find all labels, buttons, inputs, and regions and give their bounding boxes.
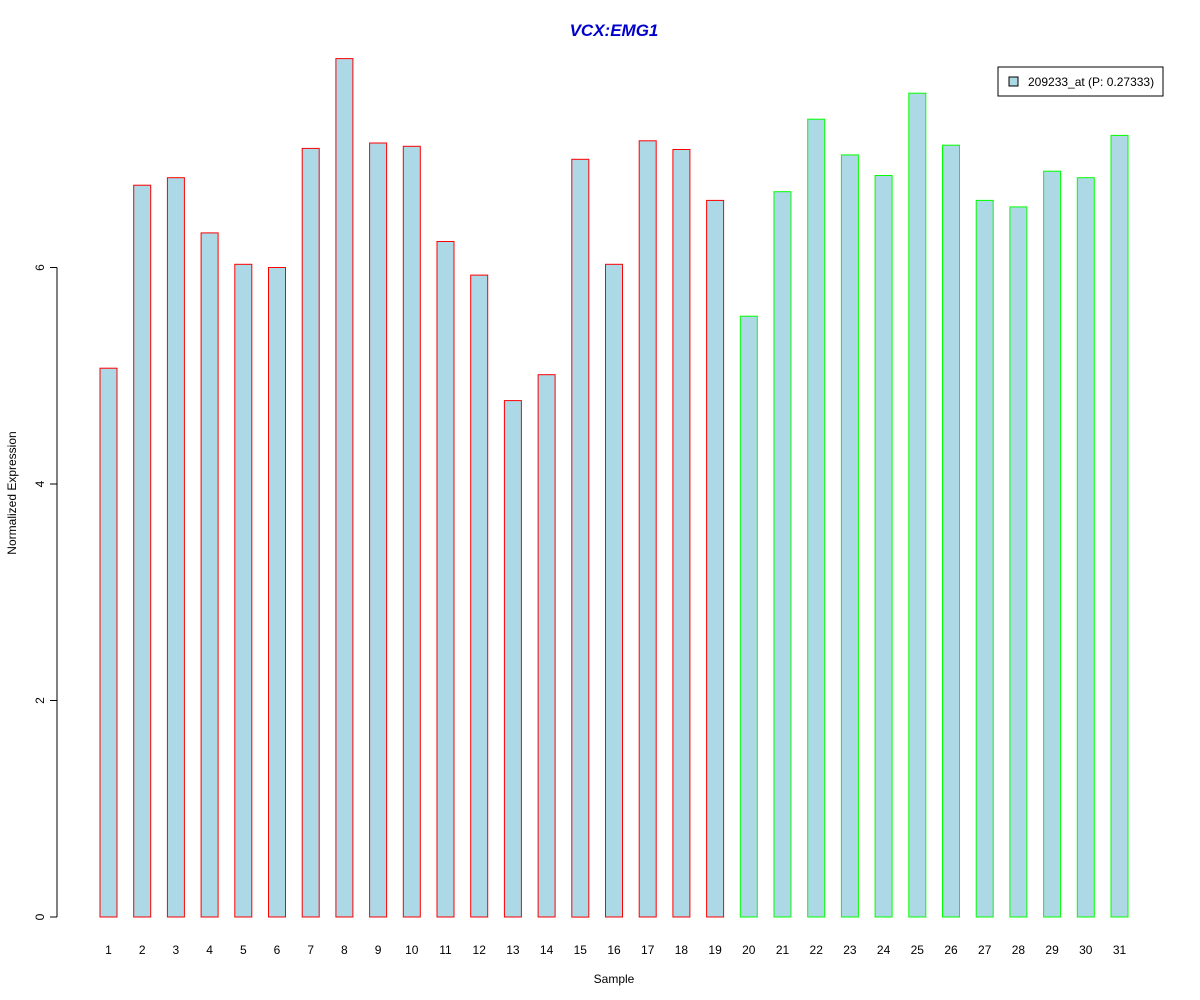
x-tick-label: 17 bbox=[641, 943, 655, 957]
x-tick-label: 5 bbox=[240, 943, 247, 957]
bar-sample-25 bbox=[908, 92, 927, 918]
bar-sample-13 bbox=[503, 400, 522, 918]
x-tick-label: 11 bbox=[439, 943, 452, 957]
x-tick-label: 6 bbox=[274, 943, 281, 957]
bar-sample-5 bbox=[234, 263, 253, 918]
x-tick-label: 15 bbox=[574, 943, 588, 957]
x-tick-label: 4 bbox=[206, 943, 213, 957]
bar-sample-12 bbox=[470, 274, 489, 918]
x-tick-label: 14 bbox=[540, 943, 554, 957]
bar-sample-23 bbox=[840, 154, 859, 918]
x-tick-label: 25 bbox=[911, 943, 925, 957]
x-tick-label: 3 bbox=[173, 943, 180, 957]
bar-sample-31 bbox=[1110, 134, 1129, 918]
x-tick-label: 26 bbox=[944, 943, 958, 957]
x-tick-label: 10 bbox=[405, 943, 419, 957]
legend-label: 209233_at (P: 0.27333) bbox=[1028, 75, 1154, 89]
x-tick-label: 24 bbox=[877, 943, 891, 957]
y-tick-label: 4 bbox=[33, 480, 47, 487]
x-tick-label: 23 bbox=[843, 943, 857, 957]
legend: 209233_at (P: 0.27333) bbox=[997, 66, 1164, 97]
bar-sample-20 bbox=[739, 315, 758, 918]
bar-sample-27 bbox=[975, 199, 994, 918]
bar-sample-21 bbox=[773, 191, 792, 918]
x-tick-label: 27 bbox=[978, 943, 992, 957]
x-tick-label: 8 bbox=[341, 943, 348, 957]
bar-sample-4 bbox=[200, 232, 219, 918]
x-tick-label: 2 bbox=[139, 943, 146, 957]
bar-sample-9 bbox=[369, 142, 388, 918]
bar-sample-29 bbox=[1043, 170, 1062, 918]
bar-sample-1 bbox=[99, 367, 118, 918]
y-axis: 0 2 4 6 bbox=[33, 264, 58, 920]
bar-sample-19 bbox=[706, 199, 725, 918]
bar-sample-7 bbox=[301, 147, 320, 918]
x-tick-label: 12 bbox=[473, 943, 487, 957]
x-tick-label: 7 bbox=[307, 943, 314, 957]
x-tick-label: 30 bbox=[1079, 943, 1093, 957]
x-tick-label: 28 bbox=[1012, 943, 1026, 957]
x-tick-label: 22 bbox=[810, 943, 824, 957]
x-tick-label: 9 bbox=[375, 943, 382, 957]
x-tick-label: 21 bbox=[776, 943, 790, 957]
bar-sample-24 bbox=[874, 175, 893, 918]
x-tick-label: 19 bbox=[708, 943, 722, 957]
y-tick-label: 2 bbox=[33, 697, 47, 704]
x-tick-label: 13 bbox=[506, 943, 520, 957]
bars-group bbox=[99, 58, 1129, 918]
bar-sample-15 bbox=[571, 158, 590, 918]
chart-title: VCX:EMG1 bbox=[570, 21, 659, 40]
bar-sample-18 bbox=[672, 149, 691, 918]
bar-sample-10 bbox=[402, 145, 421, 918]
x-tick-label: 31 bbox=[1113, 943, 1127, 957]
bar-sample-22 bbox=[807, 118, 826, 918]
y-tick-label: 0 bbox=[33, 913, 47, 920]
y-tick-label: 6 bbox=[33, 264, 47, 271]
x-tick-label: 1 bbox=[105, 943, 112, 957]
x-tick-label: 29 bbox=[1045, 943, 1059, 957]
bar-sample-30 bbox=[1076, 177, 1095, 918]
bar-sample-8 bbox=[335, 58, 354, 918]
bar-sample-28 bbox=[1009, 206, 1028, 918]
x-tick-labels: 1 2 3 4 5 6 7 8 9 10 11 12 13 14 15 16 17 18 19 20 21 22 23 24 2… bbox=[105, 943, 1126, 957]
bar-sample-17 bbox=[638, 140, 657, 918]
bar-sample-2 bbox=[133, 184, 152, 918]
x-tick-label: 20 bbox=[742, 943, 756, 957]
bar-sample-6 bbox=[268, 267, 286, 918]
bar-sample-3 bbox=[166, 177, 185, 918]
bar-sample-26 bbox=[942, 144, 960, 918]
x-axis-title: Sample bbox=[594, 972, 635, 986]
x-tick-label: 18 bbox=[675, 943, 689, 957]
y-axis-title: Normalized Expression bbox=[5, 431, 19, 554]
bar-sample-11 bbox=[436, 241, 455, 918]
bar-sample-14 bbox=[537, 374, 556, 918]
legend-box bbox=[997, 66, 1164, 97]
legend-swatch bbox=[1008, 76, 1019, 87]
x-tick-label: 16 bbox=[607, 943, 621, 957]
bar-sample-16 bbox=[605, 263, 623, 918]
